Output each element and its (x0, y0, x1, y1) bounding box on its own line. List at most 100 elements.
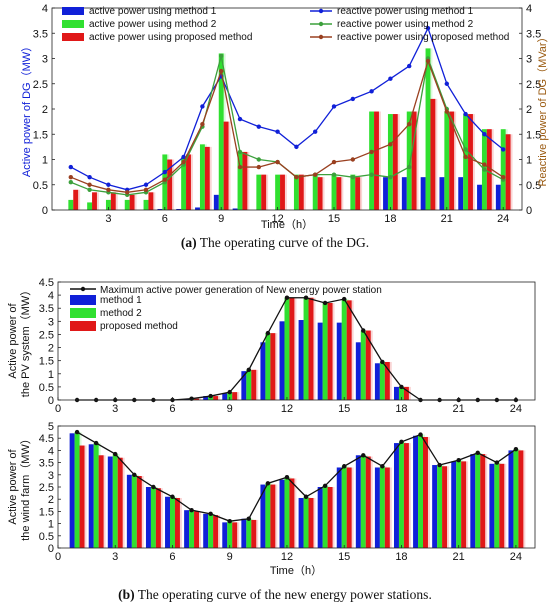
x-axis-label-b: Time（h） (270, 564, 322, 577)
bar-method-2 (303, 297, 309, 400)
series-point (237, 164, 243, 170)
bar-method-1 (222, 393, 228, 400)
bar-method-2 (418, 434, 424, 548)
series-point (68, 180, 74, 185)
series-point (162, 177, 167, 182)
series-point (265, 330, 271, 336)
bar-active-power-using-method-2 (199, 144, 205, 210)
series-point (284, 475, 290, 480)
bar-proposed-method (174, 497, 180, 548)
bar-method-1 (298, 320, 304, 400)
bar-method-1 (355, 342, 361, 400)
series-point (331, 104, 337, 109)
bar-method-1 (279, 479, 285, 548)
x-tick-label: 6 (169, 403, 175, 415)
x-tick-label: 6 (162, 213, 168, 225)
bar-active-power-using-proposed-method (73, 189, 79, 210)
caption-b-text: The operating curve of the new energy po… (135, 587, 432, 602)
bar-proposed-method (194, 398, 200, 400)
series-point (162, 169, 167, 175)
y-tick-label: 3 (42, 54, 48, 66)
bar-method-1 (489, 463, 495, 548)
series-point (313, 172, 318, 177)
bar-method-1 (222, 522, 228, 548)
legend-label: reactive power using method 2 (337, 19, 474, 30)
series-line-maximum (76, 431, 517, 522)
bar-active-power-using-method-2 (312, 174, 318, 210)
bar-active-power-using-method-1 (458, 177, 464, 210)
series-point (200, 104, 205, 109)
bar-method-2 (169, 496, 175, 548)
series-point (463, 154, 468, 160)
x-tick-label: 15 (328, 213, 340, 225)
series-point (143, 187, 149, 192)
bar-active-power-using-method-2 (68, 199, 74, 210)
bar-proposed-method (384, 361, 390, 400)
bar-method-1 (69, 433, 75, 548)
bar-method-2 (379, 466, 385, 548)
bar-proposed-method (232, 392, 238, 400)
bar-active-power-using-proposed-method (355, 177, 361, 210)
series-point (331, 159, 337, 165)
bar-method-2 (398, 441, 404, 548)
series-point (482, 167, 487, 172)
bar-active-power-using-method-2 (293, 174, 299, 210)
bar-active-power-using-proposed-method (317, 177, 323, 210)
bar-method-2 (284, 477, 290, 548)
bar-method-2 (208, 513, 214, 548)
bar-active-power-using-method-1 (213, 194, 219, 210)
series-line-maximum-active-power-generation-of-new-energy-power-station (77, 297, 516, 401)
bar-method-2 (322, 485, 328, 548)
series-point (294, 144, 299, 150)
series-point (361, 328, 366, 333)
bar-method-2 (437, 465, 443, 548)
y-tick-label: 2 (48, 494, 54, 506)
bar-proposed-method (365, 330, 371, 400)
bar-active-power-using-method-2 (500, 129, 506, 210)
y-tick-label: 3.5 (39, 303, 54, 315)
bar-active-power-using-proposed-method (449, 111, 455, 210)
bar-active-power-using-method-2 (256, 174, 262, 210)
bar-method-1 (374, 363, 380, 400)
series-point (399, 439, 404, 445)
bar-method-2 (265, 333, 271, 400)
legend-swatch (70, 308, 96, 318)
legend-swatch-marker (318, 8, 324, 14)
series-point (93, 440, 99, 446)
series-point (87, 187, 92, 192)
legend-swatch (70, 321, 96, 331)
bar-proposed-method (117, 457, 123, 548)
series-point (425, 26, 431, 31)
bar-method-2 (475, 452, 481, 548)
x-tick-label: 12 (281, 403, 293, 415)
bar-active-power-using-method-1 (232, 208, 238, 210)
series-point (265, 481, 271, 486)
bar-active-power-using-method-1 (477, 184, 482, 210)
bar-active-power-using-method-2 (425, 48, 431, 211)
bar-method-1 (260, 484, 266, 548)
caption-a: (a) The operating curve of the DG. (181, 235, 369, 250)
y-axis-label-a: Active power of DG（MW） (20, 41, 33, 177)
bar-proposed-method (308, 497, 314, 548)
bar-method-1 (374, 467, 380, 548)
bar-proposed-method (251, 369, 257, 400)
y-tick-label: 4 (42, 3, 48, 15)
y-right-tick-label: 0.5 (526, 180, 541, 192)
bar-method-1 (203, 396, 209, 400)
bar-active-power-using-method-1 (420, 177, 426, 210)
series-point (189, 507, 194, 513)
y-tick-label: 2.5 (39, 482, 54, 494)
bar-active-power-using-method-2 (463, 114, 469, 210)
series-point (475, 450, 480, 456)
y-right-tick-label: 3.5 (526, 28, 541, 40)
series-point (219, 68, 224, 74)
series-point (227, 389, 232, 395)
series-point (350, 157, 355, 162)
bar-active-power-using-proposed-method (468, 114, 473, 210)
series-point (170, 494, 175, 499)
bar-proposed-method (499, 463, 505, 548)
bar-active-power-using-proposed-method (392, 114, 398, 210)
series-point (501, 174, 506, 180)
bar-active-power-using-proposed-method (505, 134, 511, 210)
